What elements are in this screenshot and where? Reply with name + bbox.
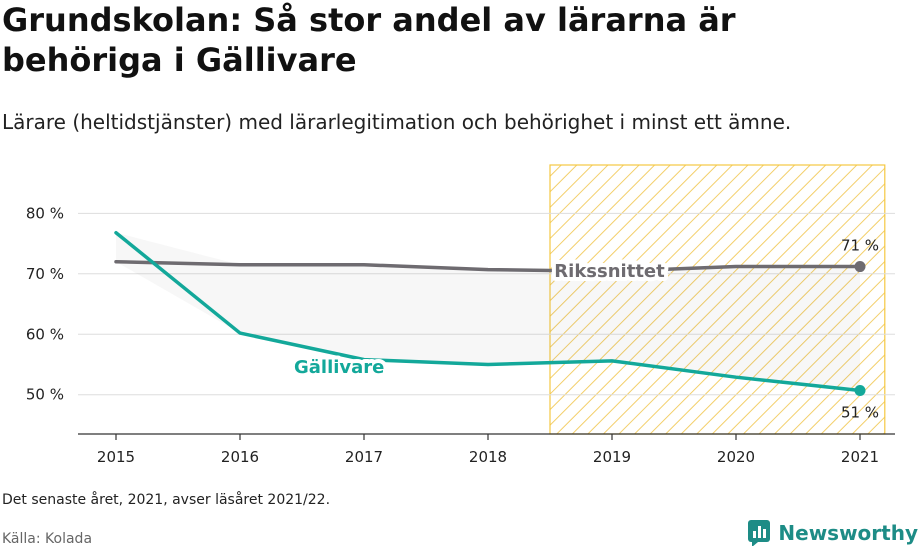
bar-chart-logo-icon <box>748 520 771 546</box>
x-tick-label: 2020 <box>717 448 755 466</box>
x-tick-label: 2019 <box>593 448 631 466</box>
y-tick-label: 80 % <box>26 204 64 222</box>
brand-name: Newsworthy <box>778 521 918 545</box>
footnote: Det senaste året, 2021, avser läsåret 20… <box>2 492 331 508</box>
x-tick-label: 2015 <box>97 448 135 466</box>
y-tick-label: 50 % <box>26 386 64 404</box>
x-tick-label: 2018 <box>469 448 507 466</box>
x-tick-label: 2016 <box>221 448 259 466</box>
end-value-label: 51 % <box>841 403 879 421</box>
gap-area <box>116 232 860 391</box>
line-chart: 50 % 60 % 70 % 80 % 2015 2016 2017 2018 2019 2020… <box>26 164 895 466</box>
source-note: Källa: Kolada <box>2 531 93 547</box>
x-tick-label: 2021 <box>841 448 879 466</box>
series-label-rikssnittet: Rikssnittet <box>554 261 665 282</box>
chart-subtitle: Lärare (heltidstjänster) med lärarlegiti… <box>2 110 792 134</box>
brand-logo: Newsworthy <box>748 520 918 546</box>
x-tick-label: 2017 <box>345 448 383 466</box>
series-line-rikssnittet <box>114 259 862 274</box>
end-marker <box>854 261 866 273</box>
end-marker <box>854 384 866 396</box>
y-tick-label: 60 % <box>26 325 64 343</box>
series-line-gallivare <box>114 230 862 393</box>
y-tick-label: 70 % <box>26 265 64 283</box>
chart-title: Grundskolan: Så stor andel av lärarna är… <box>2 1 736 79</box>
series-label-gallivare: Gällivare <box>294 357 384 378</box>
end-value-label: 71 % <box>841 237 879 255</box>
highlight-period <box>549 164 886 435</box>
